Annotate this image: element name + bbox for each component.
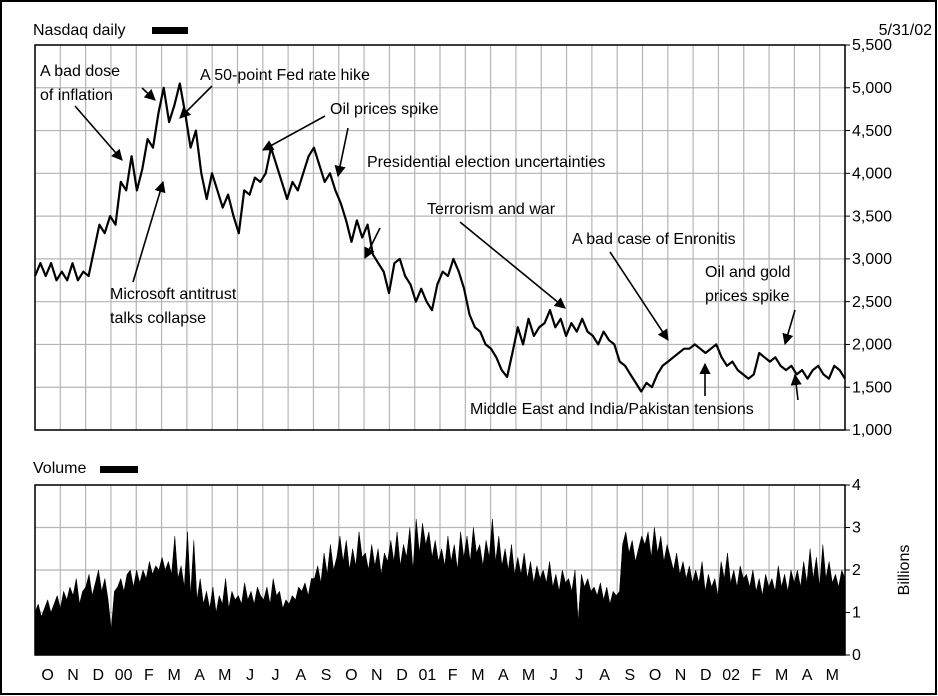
annotation: prices spike xyxy=(705,288,790,305)
annotation-arrow xyxy=(334,127,349,178)
annotation-arrow xyxy=(782,309,796,346)
annotation-arrow xyxy=(459,221,566,309)
x-tick-label: F xyxy=(448,667,458,684)
price-title: Nasdaq daily xyxy=(33,22,126,39)
y-tick-label: 4 xyxy=(852,477,861,494)
x-tick-label: D xyxy=(700,667,712,684)
y-tick-label: 1,000 xyxy=(852,422,892,439)
legend-swatch xyxy=(100,466,138,473)
annotation: A bad dose xyxy=(40,63,120,80)
annotation-arrow xyxy=(179,85,213,119)
y-tick-label: 3 xyxy=(852,520,861,537)
x-tick-label: N xyxy=(371,667,383,684)
annotation-arrow xyxy=(609,251,669,341)
annotation-arrow xyxy=(364,227,381,260)
annotation-arrow xyxy=(262,115,326,151)
x-tick-label: F xyxy=(752,667,762,684)
y-tick-label: 0 xyxy=(852,647,861,664)
x-tick-label: O xyxy=(649,667,661,684)
annotation: Oil prices spike xyxy=(330,101,439,118)
x-tick-label: N xyxy=(675,667,687,684)
y-axis-label: Billions xyxy=(896,545,913,596)
x-tick-label: S xyxy=(625,667,636,684)
annotation-arrow xyxy=(141,87,156,101)
x-tick-label: M xyxy=(522,667,535,684)
x-tick-label: J xyxy=(271,667,279,684)
annotation: of inflation xyxy=(40,87,113,104)
y-tick-label: 3,000 xyxy=(852,251,892,268)
y-tick-label: 2,000 xyxy=(852,337,892,354)
annotation: A 50-point Fed rate hike xyxy=(200,67,370,84)
x-tick-label: D xyxy=(93,667,105,684)
legend-swatch xyxy=(152,27,188,34)
annotation-arrow xyxy=(132,180,166,283)
x-tick-label: M xyxy=(826,667,839,684)
y-tick-label: 1 xyxy=(852,605,861,622)
annotation-arrow xyxy=(790,373,802,401)
x-tick-label: M xyxy=(168,667,181,684)
y-tick-label: 4,500 xyxy=(852,123,892,140)
x-tick-label: J xyxy=(246,667,254,684)
annotation: talks collapse xyxy=(110,310,206,327)
price-line xyxy=(33,82,846,393)
x-tick-label: A xyxy=(194,667,205,684)
x-tick-label: S xyxy=(321,667,332,684)
x-tick-label: O xyxy=(41,667,53,684)
x-tick-label: J xyxy=(575,667,583,684)
x-tick-label: F xyxy=(144,667,154,684)
x-tick-label: A xyxy=(295,667,306,684)
annotation: A bad case of Enronitis xyxy=(572,231,736,248)
x-tick-label: N xyxy=(67,667,79,684)
annotation: Presidential election uncertainties xyxy=(367,154,605,171)
plot-border xyxy=(34,44,846,431)
volume-area xyxy=(34,518,846,656)
y-tick-label: 4,000 xyxy=(852,166,892,183)
y-tick-label: 5,000 xyxy=(852,80,892,97)
x-tick-label: J xyxy=(550,667,558,684)
annotation: Middle East and India/Pakistan tensions xyxy=(470,401,754,418)
y-tick-label: 5,500 xyxy=(852,37,892,54)
x-tick-label: 00 xyxy=(115,667,133,684)
annotation: Microsoft antitrust xyxy=(110,286,237,303)
y-tick-label: 2 xyxy=(852,562,861,579)
y-tick-label: 3,500 xyxy=(852,208,892,225)
x-tick-label: O xyxy=(345,667,357,684)
x-tick-label: M xyxy=(775,667,788,684)
x-tick-label: A xyxy=(802,667,813,684)
x-tick-label: 01 xyxy=(418,667,436,684)
x-tick-label: D xyxy=(396,667,408,684)
x-tick-label: 02 xyxy=(722,667,740,684)
x-tick-label: A xyxy=(599,667,610,684)
annotation: Terrorism and war xyxy=(427,201,556,218)
y-tick-label: 1,500 xyxy=(852,379,892,396)
x-tick-label: A xyxy=(498,667,509,684)
plot-border xyxy=(34,484,846,656)
x-tick-label: M xyxy=(471,667,484,684)
volume-title: Volume xyxy=(33,460,86,477)
annotation-arrow xyxy=(74,105,123,161)
x-tick-label: M xyxy=(218,667,231,684)
annotation: Oil and gold xyxy=(705,264,790,281)
date-label: 5/31/02 xyxy=(879,22,932,39)
y-tick-label: 2,500 xyxy=(852,294,892,311)
